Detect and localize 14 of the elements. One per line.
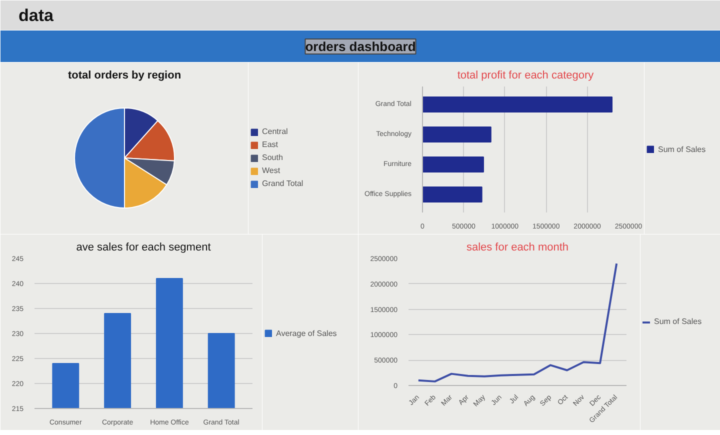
text: orders dashboard <box>305 39 416 54</box>
chart-title: sales for each month <box>466 242 569 254</box>
text: data <box>18 6 54 25</box>
chart-title: total profit for each category <box>457 70 594 82</box>
legend-label: Sum of Sales <box>654 316 702 326</box>
legend-label: Grand Total <box>262 178 304 188</box>
chart-title: total orders by region <box>68 70 182 82</box>
legend-label: Average of Sales <box>276 328 337 338</box>
legend-label: West <box>262 166 282 176</box>
legend-label: East <box>262 140 280 150</box>
legend-label: Sum of Sales <box>658 144 706 154</box>
legend-label: Central <box>262 126 288 136</box>
chart-title: ave sales for each segment <box>76 242 211 254</box>
legend-label: South <box>262 152 283 162</box>
